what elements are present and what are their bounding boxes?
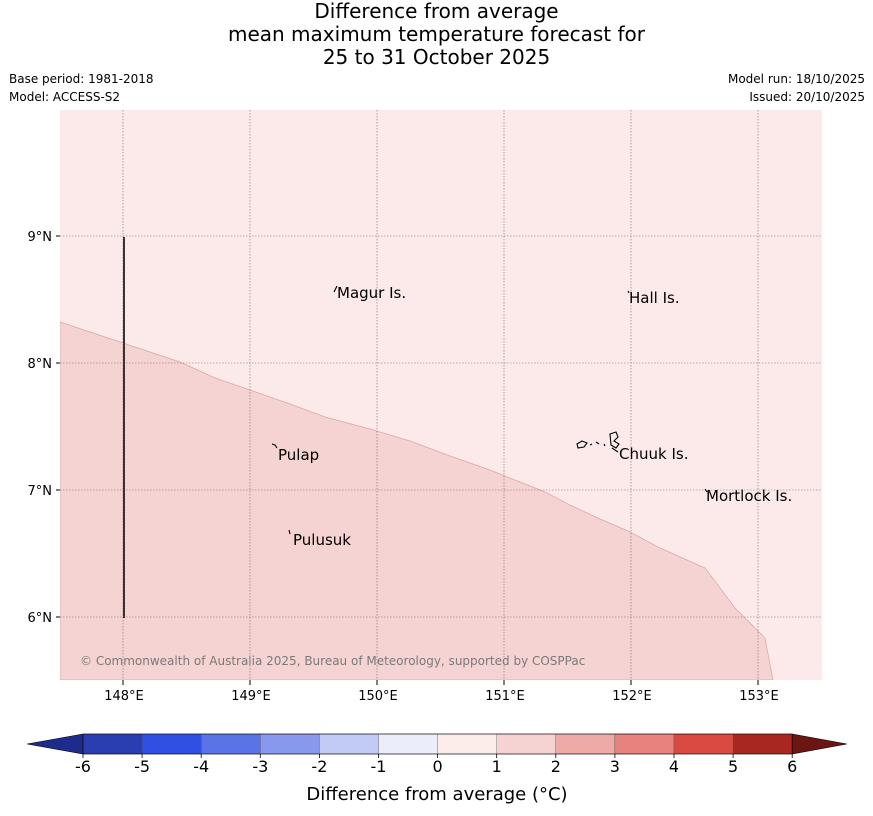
colorbar-tick-label: 1 bbox=[492, 757, 502, 776]
colorbar-segment bbox=[437, 733, 497, 755]
colorbar-segment bbox=[82, 733, 143, 755]
place-label-pulap: Pulap bbox=[278, 446, 319, 464]
island-pulap bbox=[271, 443, 278, 449]
island-hall bbox=[627, 290, 630, 294]
lon-label-150e: 150°E bbox=[358, 689, 398, 704]
colorbar-segment bbox=[496, 733, 556, 755]
lat-label-6n: 6°N bbox=[28, 611, 53, 626]
colorbar-tick-label: 2 bbox=[551, 757, 561, 776]
island-shapes bbox=[271, 285, 708, 535]
island-pulusuk bbox=[288, 529, 291, 535]
colorbar-segment bbox=[260, 733, 320, 755]
title-line-1: Difference from average bbox=[314, 0, 559, 23]
colorbar-ticks: -6 -5 -4 -3 -2 -1 0 1 2 3 4 5 6 bbox=[75, 754, 797, 776]
issued-date: Issued: 20/10/2025 bbox=[749, 90, 865, 104]
colorbar-segment bbox=[732, 733, 793, 755]
place-label-mortlock: Mortlock Is. bbox=[706, 487, 792, 505]
lon-label-148e: 148°E bbox=[104, 689, 144, 704]
title-line-2: mean maximum temperature forecast for bbox=[227, 22, 645, 46]
colorbar-tick-label: 3 bbox=[610, 757, 620, 776]
place-label-hall: Hall Is. bbox=[629, 289, 680, 307]
colorbar-tick-label: 6 bbox=[787, 757, 797, 776]
island-chuuk bbox=[576, 431, 620, 453]
model-run: Model run: 18/10/2025 bbox=[727, 72, 865, 86]
colorbar-tick-label: 4 bbox=[669, 757, 679, 776]
lat-label-8n: 8°N bbox=[28, 357, 53, 372]
colorbar-label: Difference from average (°C) bbox=[306, 784, 567, 805]
model-name: Model: ACCESS-S2 bbox=[9, 90, 121, 104]
copyright-text: © Commonwealth of Australia 2025, Bureau… bbox=[80, 654, 585, 668]
lat-label-9n: 9°N bbox=[28, 230, 53, 245]
colorbar-segment bbox=[378, 733, 438, 755]
colorbar-segment bbox=[319, 733, 379, 755]
lon-label-149e: 149°E bbox=[231, 689, 271, 704]
colorbar-tick-label: -4 bbox=[193, 757, 209, 776]
region-anomaly-1-2 bbox=[60, 321, 774, 680]
colorbar-segment bbox=[201, 733, 261, 755]
grid-lines bbox=[60, 110, 822, 680]
lon-label-153e: 153°E bbox=[739, 689, 779, 704]
place-label-magur: Magur Is. bbox=[337, 284, 406, 302]
place-labels: Magur Is. Hall Is. Pulap Chuuk Is. Mortl… bbox=[278, 284, 792, 549]
chart-title: Difference from average mean maximum tem… bbox=[0, 0, 873, 69]
lat-label-7n: 7°N bbox=[28, 484, 53, 499]
colorbar-tick-label: -1 bbox=[371, 757, 387, 776]
place-label-chuuk: Chuuk Is. bbox=[619, 445, 688, 463]
colorbar-tick-label: -3 bbox=[252, 757, 268, 776]
colorbar-tick-label: 0 bbox=[433, 757, 443, 776]
colorbar-extend-high bbox=[791, 733, 848, 755]
colorbar-tick-label: 5 bbox=[728, 757, 738, 776]
meta-left: Base period: 1981-2018 Model: ACCESS-S2 bbox=[9, 70, 154, 106]
island-mortlock bbox=[704, 488, 708, 493]
colorbar-segment bbox=[555, 733, 616, 755]
colorbar-tick-label: -5 bbox=[134, 757, 150, 776]
colorbar bbox=[26, 733, 848, 755]
meta-right: Model run: 18/10/2025 Issued: 20/10/2025 bbox=[728, 70, 865, 106]
title-line-3: 25 to 31 October 2025 bbox=[322, 45, 551, 69]
lon-label-152e: 152°E bbox=[612, 689, 652, 704]
base-period: Base period: 1981-2018 bbox=[9, 72, 154, 86]
island-magur bbox=[333, 285, 338, 293]
place-label-pulusuk: Pulusuk bbox=[293, 531, 351, 549]
colorbar-segment bbox=[673, 733, 734, 755]
lat-axis: 9°N 8°N 7°N 6°N bbox=[28, 230, 60, 626]
colorbar-tick-label: -6 bbox=[75, 757, 91, 776]
lon-axis: 148°E 149°E 150°E 151°E 152°E 153°E bbox=[104, 680, 779, 704]
colorbar-segment bbox=[141, 733, 202, 755]
colorbar-tick-label: -2 bbox=[311, 757, 327, 776]
colorbar-extend-low bbox=[26, 733, 84, 755]
colorbar-segment bbox=[614, 733, 675, 755]
lon-label-151e: 151°E bbox=[485, 689, 525, 704]
